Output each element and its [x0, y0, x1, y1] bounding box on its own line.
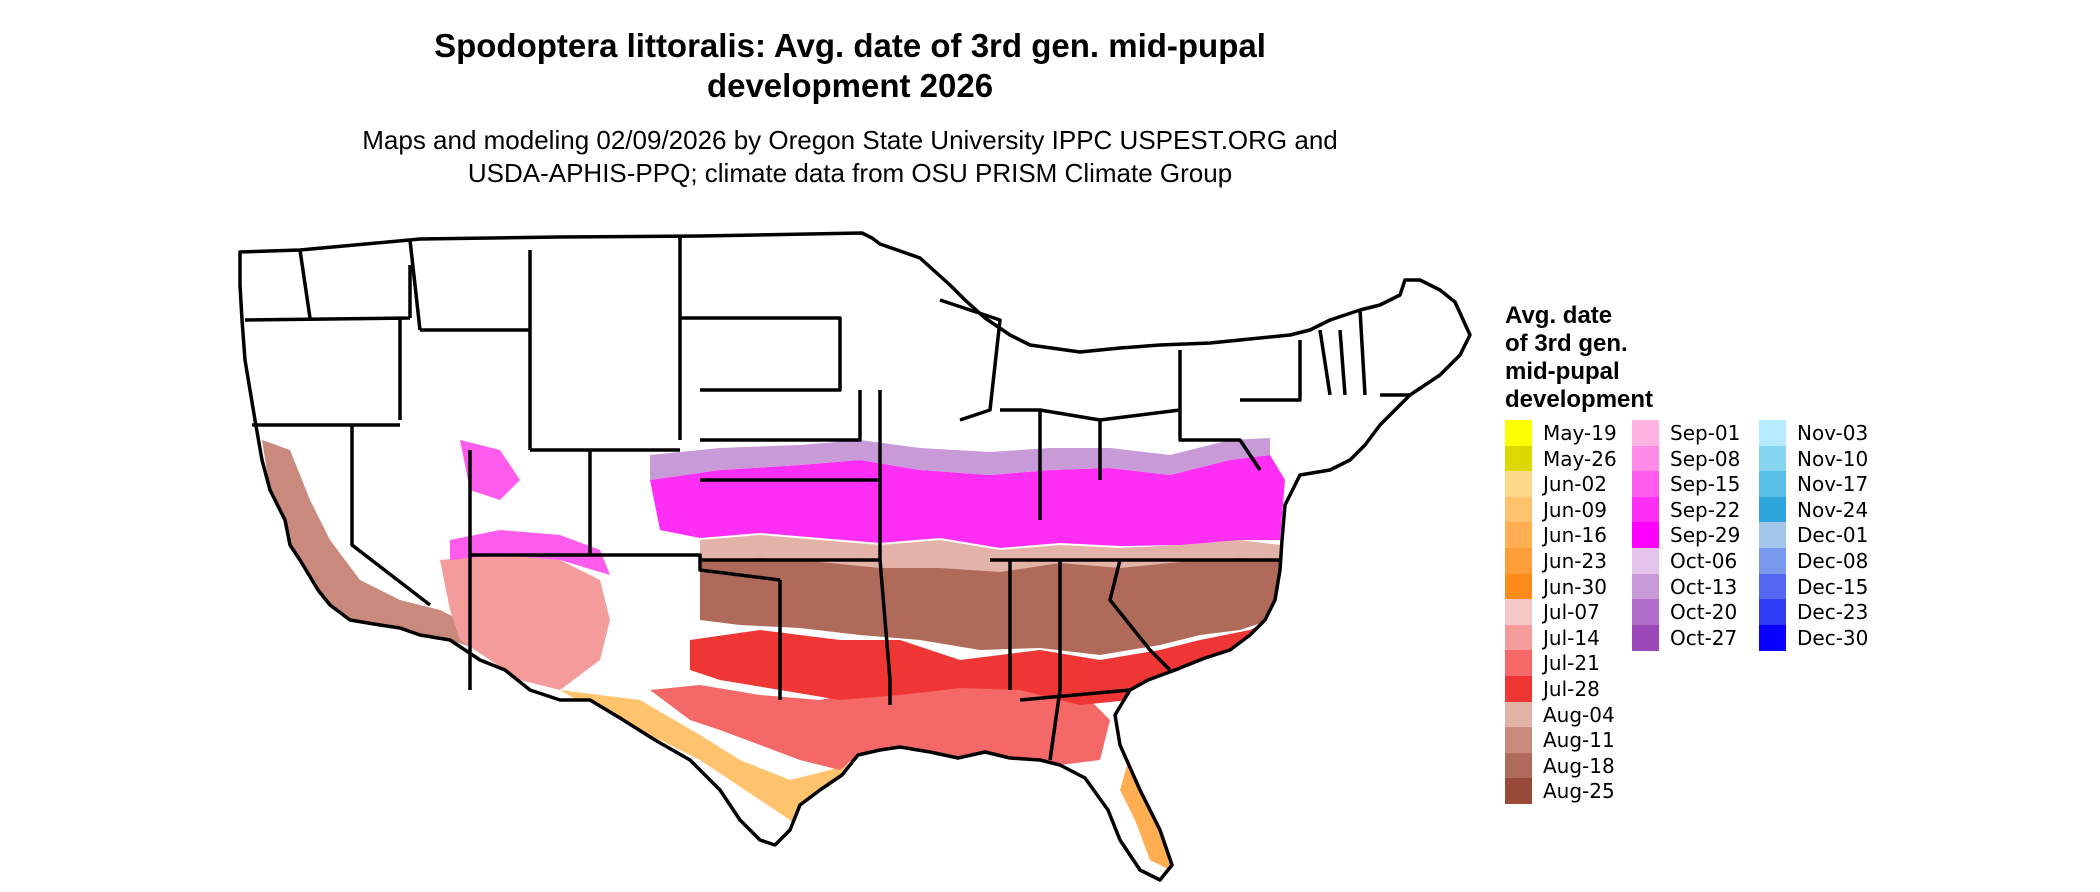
us-phenology-map: [238, 231, 1472, 882]
legend-label: Sep-15: [1670, 472, 1741, 497]
legend-swatch: [1759, 445, 1786, 472]
legend-label: Aug-25: [1543, 779, 1615, 804]
legend-swatch: [1505, 522, 1532, 549]
map-subtitle-line-1: Maps and modeling 02/09/2026 by Oregon S…: [362, 125, 1338, 155]
legend-swatch: [1505, 573, 1532, 600]
legend-swatch: [1505, 676, 1532, 702]
legend-label: Sep-08: [1670, 446, 1741, 471]
legend-label: Jun-23: [1543, 549, 1607, 573]
legend-label: Sep-22: [1670, 497, 1741, 522]
legend-swatch: [1632, 548, 1659, 574]
legend-swatch: [1759, 573, 1786, 600]
state-boundaries: [238, 231, 1472, 882]
legend-label: Jul-28: [1543, 677, 1600, 701]
legend-swatch: [1632, 624, 1659, 651]
legend-label: Jun-02: [1543, 472, 1607, 497]
legend-label: Oct-13: [1670, 574, 1738, 599]
legend-label: Dec-01: [1797, 523, 1869, 548]
legend-swatch: [1632, 420, 1659, 446]
legend-swatch: [1759, 599, 1786, 626]
legend-label: Oct-06: [1670, 549, 1738, 573]
legend-swatch: [1759, 522, 1786, 549]
legend-swatch: [1632, 496, 1659, 523]
legend-swatch: [1632, 471, 1659, 498]
legend-swatch: [1505, 445, 1532, 472]
map-subtitle-line-2: USDA-APHIS-PPQ; climate data from OSU PR…: [467, 158, 1233, 188]
legend-label: Aug-11: [1543, 728, 1615, 753]
legend-swatch: [1632, 599, 1659, 626]
legend-label: Jun-16: [1543, 523, 1607, 548]
legend-swatch: [1505, 471, 1532, 498]
legend-label: Oct-27: [1670, 625, 1738, 650]
legend-title-line-3: mid-pupal: [1505, 358, 1620, 385]
legend-label: May-19: [1543, 421, 1617, 445]
legend-swatch: [1759, 624, 1786, 651]
legend-swatch: [1632, 522, 1659, 549]
legend-label: Jun-30: [1543, 574, 1607, 599]
legend-label: Dec-15: [1797, 574, 1869, 599]
legend-swatch: [1505, 778, 1532, 805]
legend-label: Nov-24: [1797, 497, 1869, 522]
legend-label: Aug-18: [1543, 753, 1615, 778]
legend-label: Dec-30: [1797, 625, 1869, 650]
legend-label: Jun-09: [1543, 497, 1607, 522]
legend-label: Jul-21: [1543, 651, 1600, 676]
legend-label: Jul-07: [1543, 600, 1600, 625]
legend-swatch: [1505, 650, 1532, 677]
legend-label: Nov-03: [1797, 421, 1869, 445]
legend-swatch: [1632, 573, 1659, 600]
legend-label: Aug-04: [1543, 702, 1615, 727]
legend-label: May-26: [1543, 446, 1617, 471]
legend-label: Nov-10: [1797, 446, 1869, 471]
map-title-line-1: Spodoptera littoralis: Avg. date of 3rd …: [434, 27, 1266, 64]
map-title-line-2: development 2026: [706, 67, 994, 104]
legend-swatch: [1759, 420, 1786, 446]
legend-title-line-2: of 3rd gen.: [1505, 330, 1628, 357]
legend-swatch: [1505, 701, 1532, 728]
legend-label: Dec-23: [1797, 600, 1869, 625]
legend-swatch: [1505, 420, 1532, 446]
legend-swatch: [1505, 624, 1532, 651]
legend-swatch: [1632, 445, 1659, 472]
legend-label: Sep-29: [1670, 523, 1741, 548]
legend-title-line-4: development: [1505, 386, 1654, 413]
legend-swatch: [1505, 548, 1532, 574]
legend-swatch: [1759, 471, 1786, 498]
legend-swatch: [1505, 727, 1532, 754]
legend-label: Nov-17: [1797, 472, 1869, 497]
legend-swatch: [1505, 599, 1532, 626]
legend-label: Jul-14: [1543, 625, 1600, 650]
legend-swatch: [1759, 548, 1786, 574]
legend-title-line-1: Avg. date: [1505, 302, 1613, 329]
legend-swatch: [1505, 752, 1532, 779]
legend-label: Oct-20: [1670, 600, 1738, 625]
legend-label: Dec-08: [1797, 549, 1869, 573]
legend-swatch: [1505, 496, 1532, 523]
legend-swatch: [1759, 496, 1786, 523]
legend-label: Sep-01: [1670, 421, 1741, 445]
